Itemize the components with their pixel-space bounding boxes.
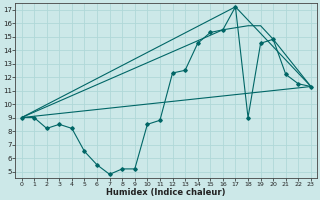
X-axis label: Humidex (Indice chaleur): Humidex (Indice chaleur) [107,188,226,197]
